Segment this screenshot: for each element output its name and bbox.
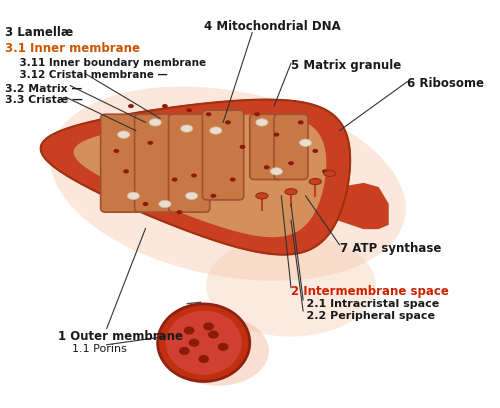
Text: 3.2 Matrix —: 3.2 Matrix — — [5, 84, 82, 93]
Ellipse shape — [180, 125, 193, 132]
Ellipse shape — [264, 165, 270, 169]
Ellipse shape — [159, 200, 171, 208]
Ellipse shape — [312, 149, 318, 153]
Ellipse shape — [210, 127, 222, 134]
Text: 5 Matrix granule: 5 Matrix granule — [291, 59, 401, 72]
Ellipse shape — [179, 347, 190, 355]
Text: 1.1 Porins: 1.1 Porins — [58, 344, 127, 354]
Text: 2.1 Intracristal space: 2.1 Intracristal space — [291, 299, 440, 309]
Ellipse shape — [230, 177, 235, 182]
Text: 3.3 Cristæ —: 3.3 Cristæ — — [5, 95, 83, 105]
Ellipse shape — [172, 177, 177, 182]
Ellipse shape — [123, 169, 129, 173]
Ellipse shape — [158, 304, 250, 381]
Ellipse shape — [322, 169, 328, 173]
Polygon shape — [40, 100, 350, 255]
Text: 3.11 Inner boundary membrane: 3.11 Inner boundary membrane — [5, 58, 206, 68]
Ellipse shape — [254, 112, 260, 116]
Ellipse shape — [186, 108, 192, 112]
Ellipse shape — [256, 193, 268, 199]
Ellipse shape — [324, 171, 336, 176]
Ellipse shape — [309, 178, 322, 184]
FancyBboxPatch shape — [250, 114, 284, 180]
Ellipse shape — [50, 86, 406, 281]
FancyBboxPatch shape — [202, 110, 243, 200]
Ellipse shape — [298, 120, 304, 124]
Ellipse shape — [203, 322, 214, 330]
Ellipse shape — [240, 145, 246, 149]
Ellipse shape — [128, 192, 140, 200]
Text: 2.2 Peripheral space: 2.2 Peripheral space — [291, 311, 435, 321]
FancyBboxPatch shape — [168, 114, 210, 212]
Ellipse shape — [176, 210, 182, 214]
Ellipse shape — [225, 120, 231, 124]
Polygon shape — [74, 115, 326, 237]
Ellipse shape — [188, 339, 200, 347]
Text: 2 Intermembrane space: 2 Intermembrane space — [291, 285, 449, 298]
Ellipse shape — [206, 235, 376, 337]
Polygon shape — [306, 184, 388, 228]
Ellipse shape — [300, 139, 312, 146]
Ellipse shape — [114, 149, 119, 153]
Ellipse shape — [191, 173, 197, 177]
Ellipse shape — [118, 131, 130, 138]
Ellipse shape — [148, 141, 154, 145]
Text: 4 Mitochondrial DNA: 4 Mitochondrial DNA — [204, 20, 340, 33]
Ellipse shape — [149, 119, 162, 126]
Ellipse shape — [208, 330, 218, 339]
Ellipse shape — [274, 133, 280, 137]
FancyBboxPatch shape — [134, 114, 176, 212]
Text: 3.1 Inner membrane: 3.1 Inner membrane — [5, 42, 140, 55]
Ellipse shape — [166, 311, 242, 375]
Ellipse shape — [210, 194, 216, 198]
Ellipse shape — [186, 192, 198, 200]
FancyBboxPatch shape — [274, 114, 308, 180]
Text: 7 ATP synthase: 7 ATP synthase — [340, 242, 441, 255]
Text: 1 Outer membrane: 1 Outer membrane — [58, 330, 183, 343]
Ellipse shape — [288, 161, 294, 165]
Ellipse shape — [285, 188, 297, 195]
Text: 6 Ribosome: 6 Ribosome — [408, 77, 484, 90]
Text: 3.12 Cristal membrane —: 3.12 Cristal membrane — — [5, 71, 168, 80]
Ellipse shape — [256, 119, 268, 126]
Ellipse shape — [168, 316, 269, 386]
Ellipse shape — [162, 104, 168, 108]
Ellipse shape — [206, 112, 212, 116]
FancyBboxPatch shape — [100, 114, 142, 212]
Ellipse shape — [128, 104, 134, 108]
Ellipse shape — [184, 326, 194, 335]
Text: 3 Lamellæ: 3 Lamellæ — [5, 26, 73, 39]
Ellipse shape — [270, 168, 282, 175]
Ellipse shape — [142, 202, 148, 206]
Ellipse shape — [218, 343, 228, 351]
Ellipse shape — [198, 355, 209, 363]
